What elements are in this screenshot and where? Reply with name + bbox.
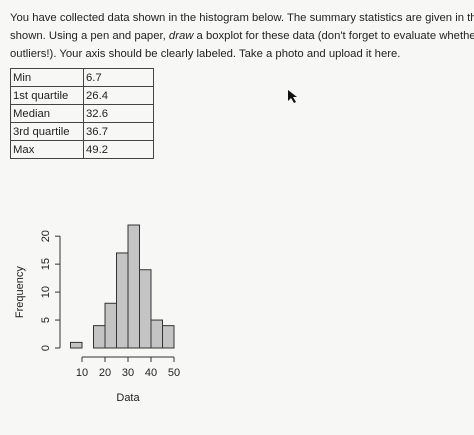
table-cell: Max xyxy=(10,140,84,159)
bar xyxy=(70,341,83,349)
x-tick-label: 40 xyxy=(145,367,157,379)
table-cell: 3rd quartile xyxy=(10,122,84,141)
table-cell: Median xyxy=(10,104,84,123)
table-row: 1st quartile 26.4 xyxy=(10,86,154,105)
question-line: outliers!). Your axis should be clearly … xyxy=(10,48,401,60)
table-row: 3rd quartile 36.7 xyxy=(10,122,154,141)
question-line: You have collected data shown in the his… xyxy=(10,12,474,24)
bar xyxy=(139,269,152,349)
text: a boxplot for these data (don't forget t… xyxy=(196,30,474,42)
y-tick-label: 5 xyxy=(40,317,52,323)
table-cell: 36.7 xyxy=(83,122,154,141)
text: shown. Using a pen and paper, xyxy=(10,30,169,42)
x-tick-label: 30 xyxy=(122,367,134,379)
x-tick-label: 10 xyxy=(76,367,88,379)
x-tick-label: 50 xyxy=(168,367,180,379)
bar xyxy=(127,224,140,349)
mouse-cursor xyxy=(288,90,297,103)
summary-table: Min 6.7 1st quartile 26.4 Median 32.6 3rd quar… xyxy=(10,68,154,159)
y-axis-label: Frequency xyxy=(14,266,26,318)
table-cell: 49.2 xyxy=(83,140,154,159)
bar xyxy=(150,319,163,349)
bar xyxy=(116,252,129,349)
y-tick-label: 0 xyxy=(40,345,52,351)
x-tick-label: 20 xyxy=(99,367,111,379)
y-tick-label: 10 xyxy=(40,286,52,298)
bar xyxy=(162,325,175,349)
table-row: Max 49.2 xyxy=(10,140,154,159)
x-axis-label: Data xyxy=(116,392,140,404)
y-tick-label: 20 xyxy=(40,230,52,242)
bar xyxy=(93,325,106,349)
emphasis: draw xyxy=(168,30,194,42)
y-tick-label: 15 xyxy=(40,258,52,270)
bar xyxy=(104,302,117,349)
table-row: Median 32.6 xyxy=(10,104,154,123)
question-line: shown. Using a pen and paper, draw a box… xyxy=(10,30,474,42)
